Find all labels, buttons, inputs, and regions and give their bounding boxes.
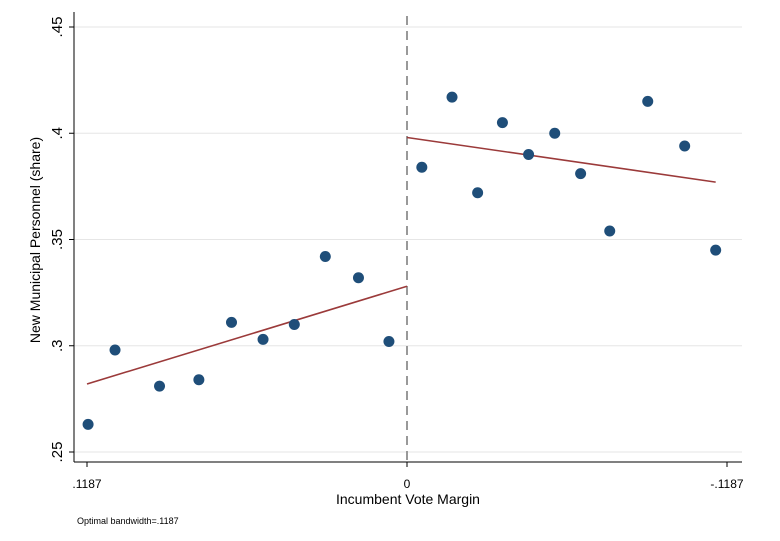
data-point [319, 251, 331, 262]
x-tick-label: .1187 [72, 477, 101, 491]
data-point [523, 149, 535, 160]
y-axis-label: New Municipal Personnel (share) [27, 137, 43, 343]
y-tick-label: .3 [49, 339, 66, 352]
data-point [575, 168, 587, 180]
bandwidth-note: Optimal bandwidth=.1187 [77, 516, 179, 526]
y-tick-label: .35 [49, 229, 66, 250]
axes [69, 12, 742, 467]
data-points [82, 91, 722, 430]
y-tick-label: .45 [49, 17, 66, 38]
data-point [288, 319, 300, 330]
data-point [109, 344, 121, 356]
data-point [383, 336, 395, 347]
data-point [225, 316, 237, 328]
fit-lines [86, 136, 716, 385]
data-point [193, 374, 205, 386]
x-tick-label: 0 [404, 477, 411, 491]
tick-labels: .25 .3 .35 .4 .45 .1187 0 -.1187 [49, 17, 744, 491]
data-point [416, 161, 428, 173]
data-point [604, 225, 616, 237]
grid-lines [74, 26, 742, 453]
data-point [352, 272, 364, 284]
fit-line [406, 136, 716, 183]
data-point [154, 380, 166, 392]
data-point [549, 127, 561, 139]
data-point [642, 95, 654, 107]
data-point [472, 187, 484, 199]
y-tick-label: .4 [49, 127, 66, 140]
fit-line [86, 285, 408, 385]
data-point [679, 140, 691, 152]
data-point [710, 244, 722, 256]
data-point [82, 418, 94, 430]
x-tick-label: -.1187 [710, 477, 743, 491]
data-point [496, 117, 508, 129]
y-tick-label: .25 [49, 442, 66, 463]
x-axis-label: Incumbent Vote Margin [336, 491, 480, 507]
data-point [257, 333, 269, 345]
data-point [446, 91, 458, 103]
